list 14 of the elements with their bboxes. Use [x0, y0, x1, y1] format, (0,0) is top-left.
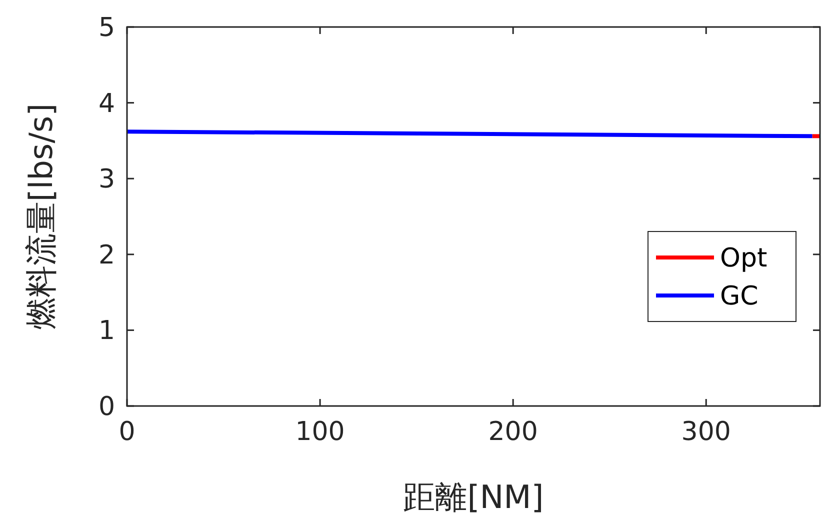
- y-tick-label: 2: [98, 240, 115, 270]
- x-tick-label: 100: [295, 417, 345, 447]
- y-tick-label: 3: [98, 164, 115, 195]
- y-tick-label: 1: [98, 316, 115, 346]
- x-tick-label: 300: [681, 417, 731, 447]
- y-tick-label: 4: [98, 88, 115, 119]
- y-axis-title: 燃料流量[lbs/s]: [22, 103, 60, 330]
- y-tick-label: 5: [98, 13, 115, 43]
- x-tick-label: 0: [118, 417, 136, 447]
- legend-label: GC: [720, 282, 758, 312]
- legend-label: Opt: [720, 244, 768, 274]
- y-tick-label: 0: [98, 392, 115, 422]
- x-tick-label: 200: [488, 417, 538, 447]
- x-axis-title: 距離[NM]: [403, 478, 544, 516]
